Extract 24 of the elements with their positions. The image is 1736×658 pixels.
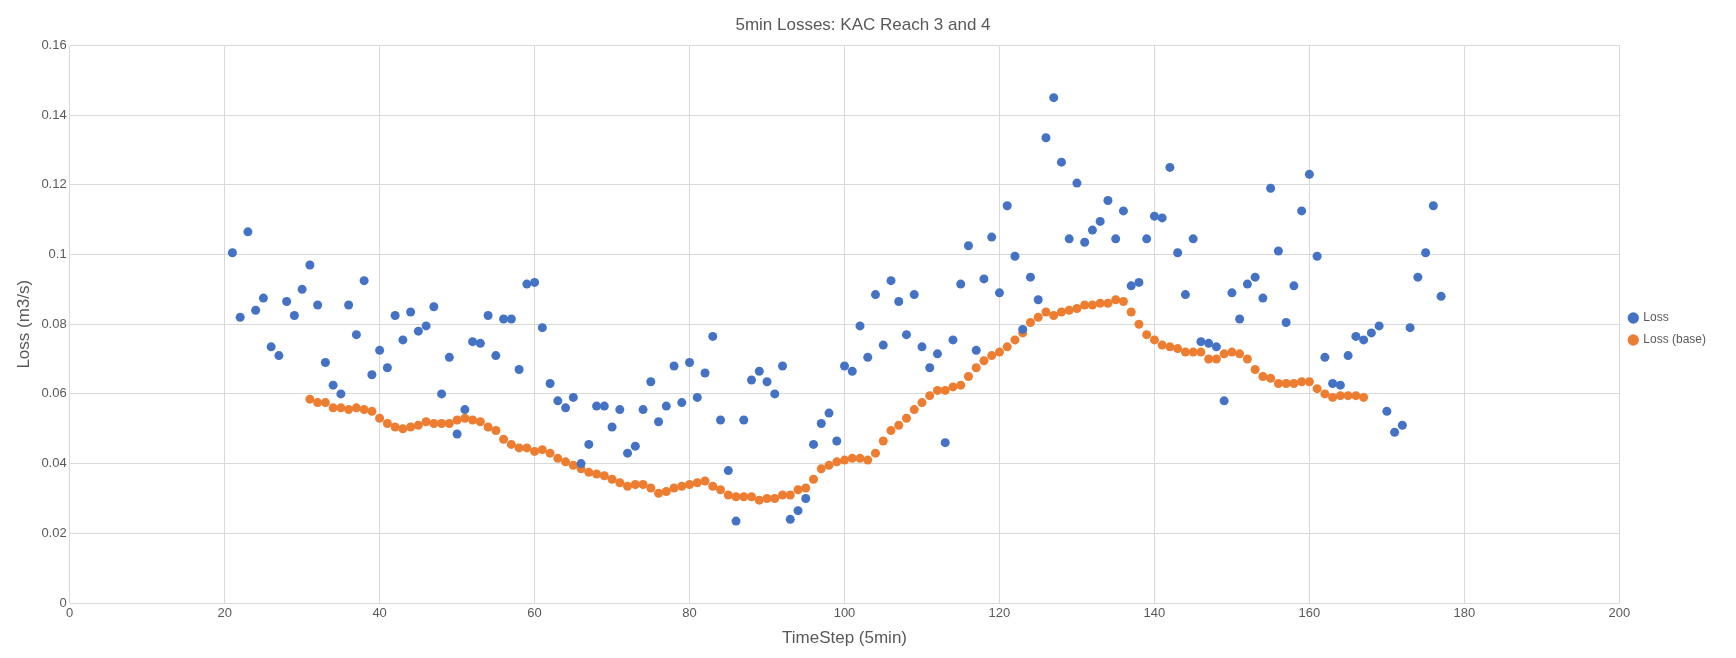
x-tick-label: 20: [217, 605, 232, 621]
legend-label: Loss: [1643, 310, 1669, 325]
y-tick-label: 0.14: [41, 106, 67, 122]
x-tick-label: 60: [527, 605, 542, 621]
y-tick-label: 0.12: [41, 176, 67, 192]
x-axis-title: TimeStep (5min): [782, 628, 908, 648]
legend-label: Loss (base): [1643, 332, 1707, 347]
x-tick-label: 80: [682, 605, 697, 621]
y-tick-label: 0.04: [41, 455, 67, 471]
x-tick-label: 200: [1608, 605, 1631, 621]
y-axis-title: Loss (m3/s): [13, 279, 33, 369]
x-tick-label: 140: [1143, 605, 1166, 621]
chart-title: 5min Losses: KAC Reach 3 and 4: [735, 14, 991, 34]
y-tick-label: 0.02: [41, 524, 67, 540]
x-tick-label: 120: [988, 605, 1011, 621]
y-tick-label: 0.16: [41, 36, 67, 52]
y-tick-label: 0.1: [48, 246, 67, 262]
x-tick-label: 160: [1298, 605, 1321, 621]
y-tick-label: 0.08: [41, 315, 67, 331]
y-tick-label: 0.06: [41, 385, 67, 401]
x-tick-label: 100: [833, 605, 856, 621]
x-tick-label: 180: [1453, 605, 1476, 621]
x-tick-label: 40: [372, 605, 387, 621]
y-tick-label: 0: [59, 594, 67, 610]
